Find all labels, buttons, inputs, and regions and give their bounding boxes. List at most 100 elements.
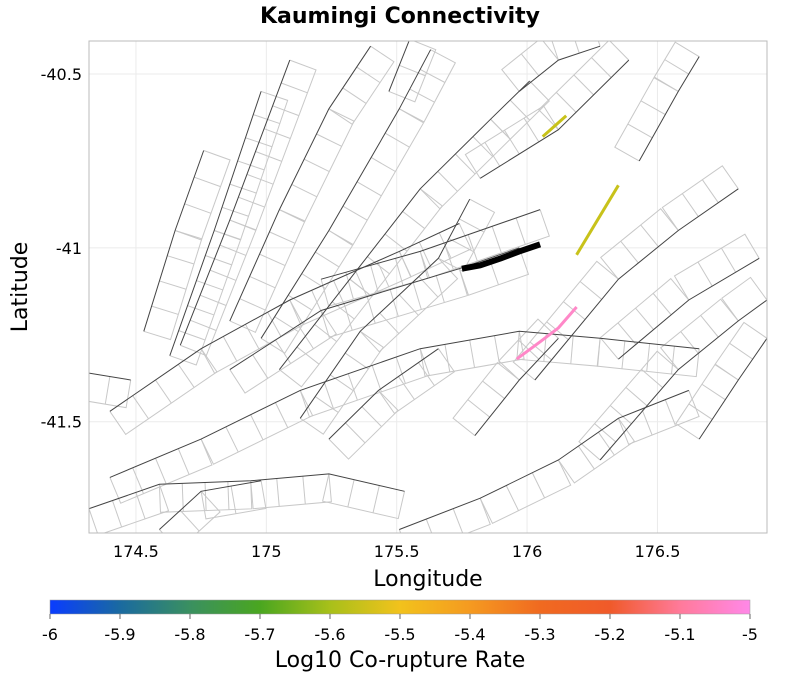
rupture-patch-divider xyxy=(546,321,569,341)
rupture-patch-divider xyxy=(196,280,223,291)
rupture-patch-divider xyxy=(342,87,367,104)
x-tick-label: 176.5 xyxy=(635,542,681,561)
rupture-patch-divider xyxy=(227,481,230,510)
colorbar-tick-label: -5 xyxy=(742,625,758,644)
rupture-patch-divider xyxy=(275,339,292,364)
corupture-fault-trace xyxy=(575,184,620,256)
rupture-patch xyxy=(512,260,619,381)
rupture-patch-divider xyxy=(418,362,435,386)
colorbar-tick-label: -5.2 xyxy=(594,625,625,644)
rupture-patch-divider xyxy=(395,356,406,384)
rupture-patch-divider xyxy=(617,322,637,345)
rupture-patch-divider xyxy=(135,492,146,520)
fault-trace xyxy=(143,150,205,332)
rupture-patch-divider xyxy=(370,157,396,172)
rupture-patch-divider xyxy=(239,298,266,311)
rupture-patch-divider xyxy=(302,476,306,505)
rupture-patch-divider xyxy=(491,226,502,253)
rupture-patch-divider xyxy=(419,68,446,83)
rupture-patch-divider xyxy=(155,458,167,485)
rupture-patch-divider xyxy=(356,181,382,197)
y-tick-label: -40.5 xyxy=(41,65,82,84)
rupture-patch-divider xyxy=(627,123,653,139)
x-tick-label: 175 xyxy=(251,542,282,561)
rupture-patch-divider xyxy=(570,335,574,364)
fault-trace xyxy=(179,59,291,346)
rupture-patch xyxy=(600,208,679,280)
rupture-patch xyxy=(328,390,399,460)
fault-trace xyxy=(299,198,471,419)
rupture-patch xyxy=(673,233,760,301)
rupture-patch-divider xyxy=(579,281,602,300)
rupture-patch-divider xyxy=(331,301,355,320)
rupture-patch-divider xyxy=(484,142,501,167)
rupture-patch-divider xyxy=(179,510,200,532)
rupture-patch-divider xyxy=(281,82,308,94)
rupture-patch-divider xyxy=(652,293,672,316)
rupture-patch-divider xyxy=(418,241,432,268)
rupture-patch xyxy=(452,361,520,437)
rupture-patch-divider xyxy=(209,269,237,281)
colorbar-tick-label: -5.7 xyxy=(244,625,275,644)
rupture-patch-divider xyxy=(276,478,280,507)
corupture-faults xyxy=(461,114,620,361)
rupture-patch xyxy=(419,209,550,279)
rupture-patch-divider xyxy=(591,57,612,78)
rupture-patch-divider xyxy=(384,233,408,252)
rupture-patch xyxy=(578,350,679,461)
rupture-patch xyxy=(320,268,469,338)
rupture-patch xyxy=(229,59,317,231)
rupture-patch xyxy=(349,188,443,298)
colorbar-tick-label: -5.8 xyxy=(174,625,205,644)
rupture-patch xyxy=(322,473,406,520)
rupture-patch-divider xyxy=(246,173,274,185)
rupture-patch xyxy=(229,209,306,333)
rupture-patch-divider xyxy=(184,203,212,214)
rupture-patch-divider xyxy=(237,160,265,171)
fault-trace xyxy=(599,299,767,461)
rupture-patch-divider xyxy=(505,485,519,511)
rupture-patch-divider xyxy=(472,136,494,157)
rupture-patch xyxy=(398,498,491,533)
colorbar-tick-label: -5.6 xyxy=(314,625,345,644)
rupture-patch xyxy=(557,417,636,484)
rupture-patch-divider xyxy=(361,406,382,427)
rupture-patch xyxy=(378,348,456,415)
y-axis-ticks: -40.5 -41 -41.5 xyxy=(41,65,82,432)
rupture-patch-divider xyxy=(187,305,215,316)
x-tick-label: 175.5 xyxy=(374,542,420,561)
rupture-patch-divider xyxy=(329,374,354,392)
rupture-patch xyxy=(299,348,431,418)
fault-trace xyxy=(518,45,601,92)
rupture-patch-divider xyxy=(394,258,404,286)
rupture-patch-divider xyxy=(515,217,526,245)
x-axis-label: Longitude xyxy=(373,567,482,592)
rupture-patch-divider xyxy=(520,53,540,77)
fault-trace xyxy=(638,56,700,162)
rupture-patch-divider xyxy=(443,242,454,270)
rupture-patch-divider xyxy=(275,402,289,428)
rupture-patch-divider xyxy=(221,206,249,217)
rupture-patch-divider xyxy=(531,472,546,499)
rupture-patch-divider xyxy=(664,59,690,75)
rupture-patch-divider xyxy=(132,467,144,494)
rupture-patch xyxy=(617,390,700,445)
rupture-patch-divider xyxy=(303,158,330,173)
rupture-patch-divider xyxy=(640,224,659,248)
fault-trace xyxy=(618,257,760,360)
colorbar-tick-label: -5.1 xyxy=(664,625,695,644)
rupture-patch-divider xyxy=(269,231,296,244)
rupture-patch-divider xyxy=(555,92,577,113)
rupture-patch-divider xyxy=(222,336,238,362)
rupture-patch-divider xyxy=(178,330,206,341)
colorbar xyxy=(49,599,751,615)
rupture-patch-divider xyxy=(389,289,399,317)
rupture-patch-divider xyxy=(701,383,726,401)
rupture-patch-divider xyxy=(367,256,390,275)
rupture-patch-divider xyxy=(384,132,410,148)
fault-trace xyxy=(89,473,405,510)
fault-trace xyxy=(159,480,262,530)
rupture-patch-divider xyxy=(398,294,419,316)
source-fault-trace xyxy=(461,241,542,272)
